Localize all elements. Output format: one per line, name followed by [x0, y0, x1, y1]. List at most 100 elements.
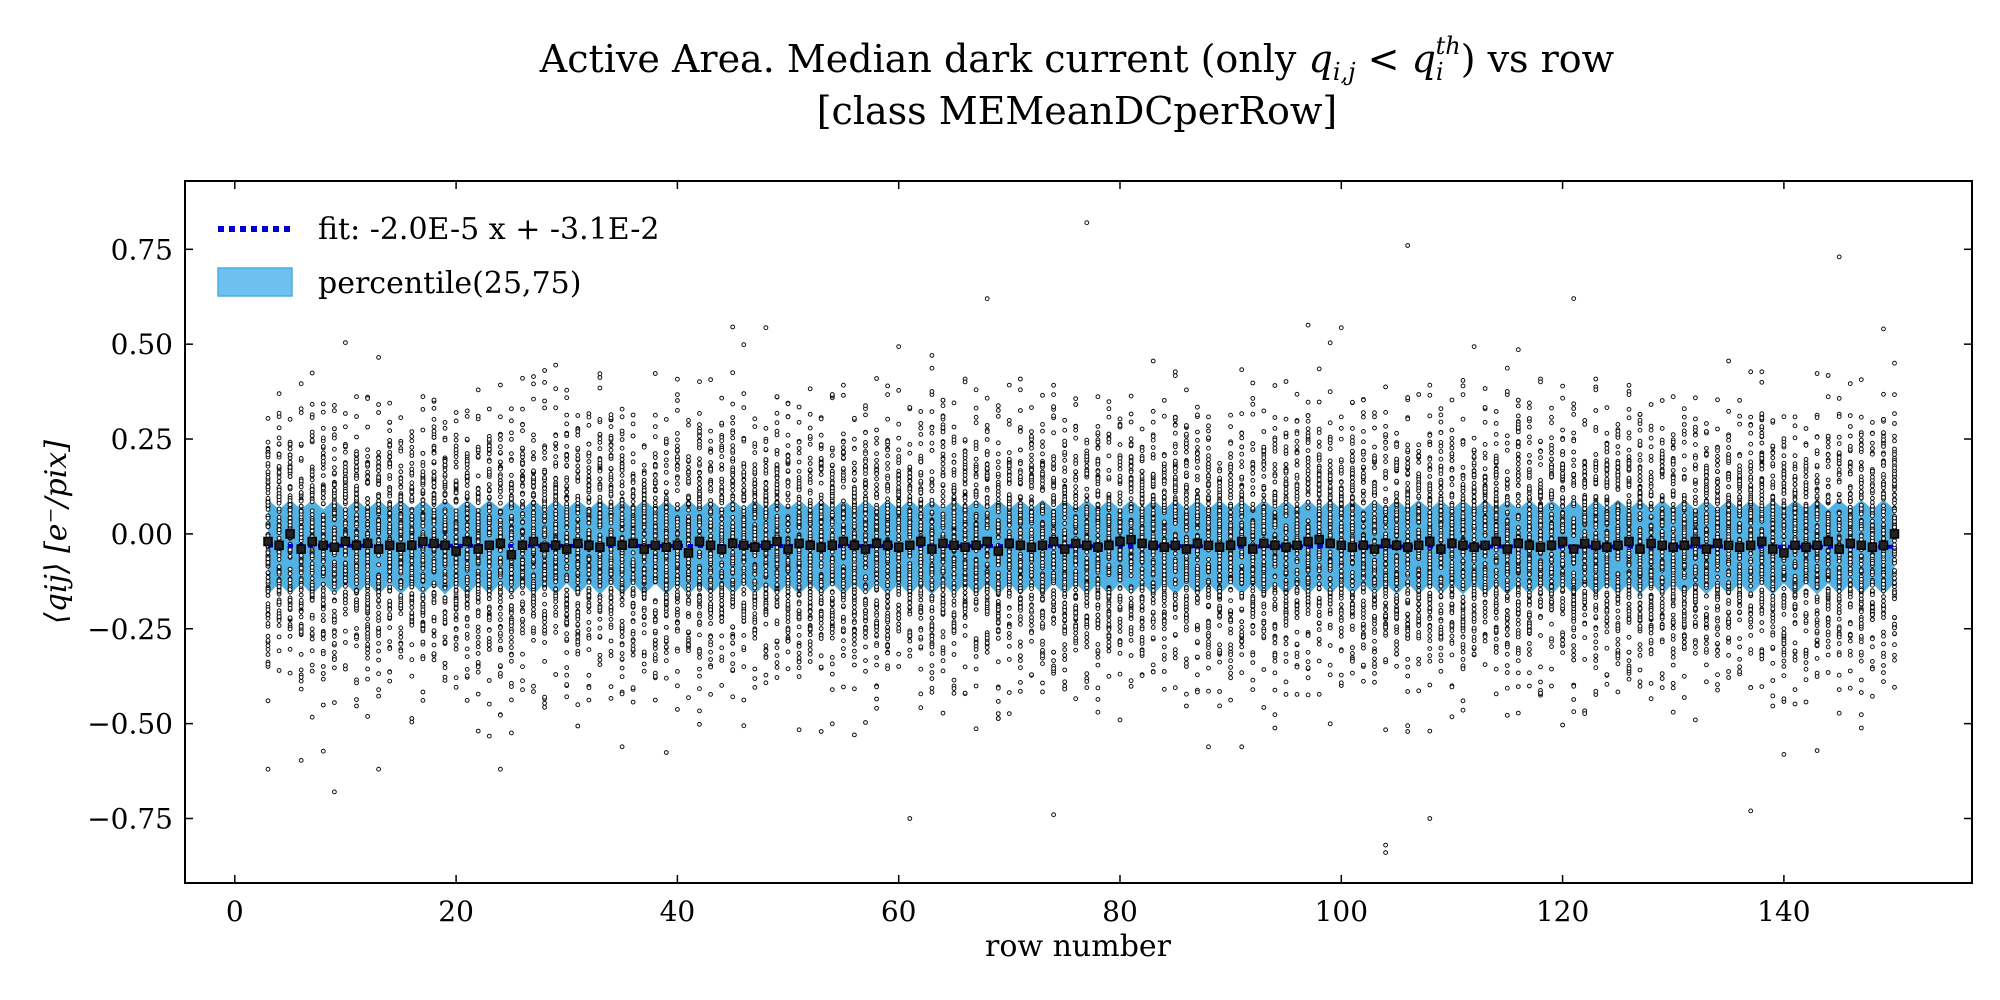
pixel-point: [276, 618, 282, 623]
pixel-point: [376, 671, 382, 677]
pixel-point: [619, 515, 625, 521]
pixel-point: [486, 437, 492, 442]
pixel-point: [420, 586, 426, 592]
pixel-point: [708, 621, 713, 626]
pixel-point: [498, 437, 503, 442]
pixel-point: [542, 704, 547, 710]
pixel-point: [354, 512, 359, 518]
pixel-point: [475, 582, 481, 588]
pixel-point: [486, 614, 492, 620]
pixel-point: [774, 582, 780, 587]
pixel-point: [475, 473, 481, 479]
pixel-point: [354, 530, 359, 536]
pixel-point: [564, 496, 570, 502]
pixel-point: [509, 406, 514, 412]
pixel-point: [520, 498, 525, 504]
pixel-point: [719, 582, 725, 587]
pixel-point: [796, 727, 802, 733]
pixel-point: [675, 408, 680, 413]
pixel-point: [619, 464, 625, 470]
pixel-point: [686, 418, 691, 423]
pixel-point: [276, 588, 282, 593]
pixel-point: [520, 590, 525, 596]
pixel-point: [420, 573, 426, 579]
pixel-point: [586, 535, 592, 541]
pixel-point: [697, 379, 702, 385]
pixel-point: [453, 568, 459, 574]
pixel-point: [630, 519, 636, 524]
pixel-point: [420, 656, 426, 662]
pixel-point: [730, 515, 736, 520]
pixel-point: [320, 458, 326, 464]
pixel-point: [619, 656, 625, 662]
pixel-point: [509, 603, 514, 609]
pixel-point: [343, 461, 348, 466]
pixel-point: [376, 578, 382, 584]
pixel-point: [486, 559, 492, 565]
pixel-point: [663, 612, 669, 618]
pixel-point: [619, 634, 625, 639]
pixel-point: [796, 481, 802, 486]
pixel-point: [320, 409, 326, 415]
pixel-point: [509, 697, 514, 703]
pixel-point: [641, 477, 647, 483]
pixel-point: [387, 646, 393, 651]
pixel-point: [265, 575, 271, 580]
pixel-point: [520, 535, 525, 541]
pixel-point: [597, 440, 603, 445]
pixel-point: [464, 483, 470, 488]
pixel-point: [630, 474, 636, 480]
pixel-point: [807, 441, 813, 447]
pixel-point: [509, 481, 514, 487]
pixel-point: [287, 577, 293, 583]
pixel-point: [265, 495, 271, 501]
pixel-point: [630, 451, 636, 457]
pixel-point: [409, 673, 415, 679]
pixel-point: [553, 446, 559, 452]
pixel-point: [475, 644, 481, 650]
pixel-point: [542, 586, 547, 591]
pixel-point: [608, 412, 614, 418]
pixel-point: [365, 474, 371, 480]
pixel-point: [453, 515, 459, 521]
pixel-point: [287, 498, 293, 504]
pixel-point: [320, 534, 326, 540]
pixel-point: [697, 428, 702, 434]
pixel-point: [675, 580, 680, 586]
pixel-point: [796, 475, 802, 481]
pixel-point: [365, 714, 371, 719]
pixel-point: [752, 631, 758, 637]
pixel-point: [354, 597, 359, 602]
pixel-point: [265, 469, 271, 475]
pixel-point: [354, 414, 359, 419]
pixel-point: [343, 628, 348, 634]
pixel-point: [498, 489, 503, 494]
pixel-point: [663, 644, 669, 650]
pixel-point: [376, 450, 382, 455]
pixel-point: [708, 533, 713, 539]
pixel-point: [652, 697, 658, 703]
pixel-point: [586, 459, 592, 464]
pixel-point: [663, 489, 669, 495]
pixel-point: [431, 618, 437, 624]
pixel-point: [608, 504, 614, 510]
pixel-point: [464, 501, 470, 507]
pixel-point: [774, 557, 780, 562]
pixel-point: [619, 563, 625, 569]
pixel-point: [608, 653, 614, 658]
pixel-point: [520, 579, 525, 585]
pixel-point: [453, 490, 459, 496]
pixel-point: [663, 480, 669, 486]
pixel-point: [619, 490, 625, 496]
pixel-point: [619, 457, 625, 462]
pixel-point: [309, 631, 315, 636]
pixel-point: [619, 479, 625, 485]
pixel-point: [763, 536, 769, 542]
pixel-point: [531, 683, 536, 689]
pixel-point: [663, 417, 669, 422]
pixel-point: [498, 432, 503, 438]
pixel-point: [265, 524, 271, 529]
pixel-point: [619, 521, 625, 527]
pixel-point: [752, 424, 758, 430]
pixel-point: [785, 615, 791, 620]
